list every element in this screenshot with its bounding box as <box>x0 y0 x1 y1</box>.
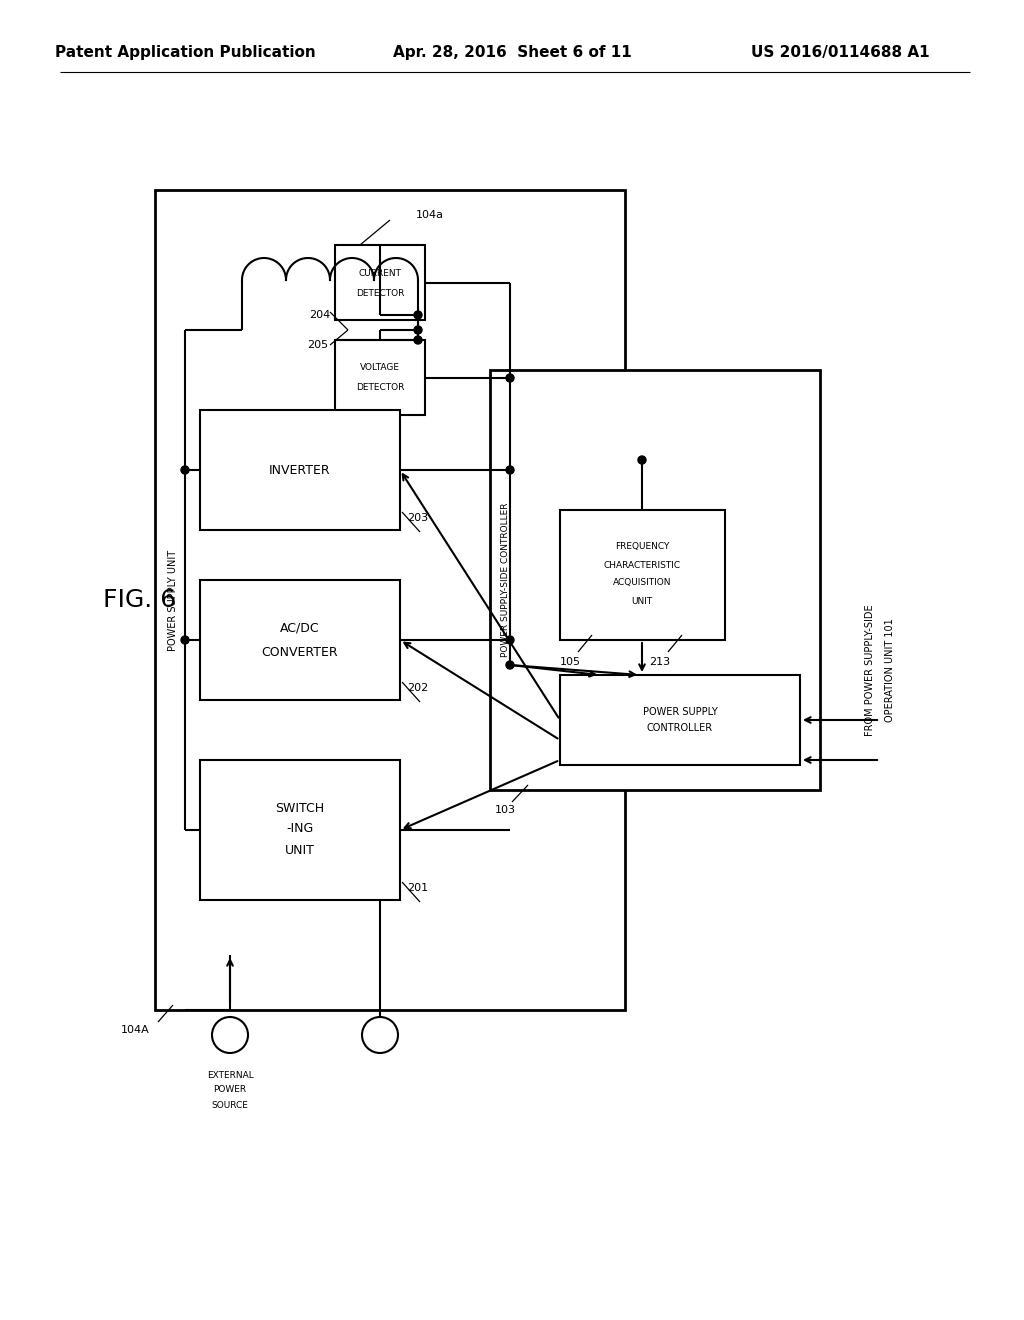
Text: FIG. 6: FIG. 6 <box>103 587 176 612</box>
Text: 103: 103 <box>495 805 515 814</box>
Text: UNIT: UNIT <box>632 597 652 606</box>
Text: 213: 213 <box>649 657 671 667</box>
Bar <box>560 675 800 766</box>
Text: DETECTOR: DETECTOR <box>355 289 404 297</box>
Text: OPERATION UNIT 101: OPERATION UNIT 101 <box>885 618 895 722</box>
Text: 104a: 104a <box>416 210 444 220</box>
Text: US 2016/0114688 A1: US 2016/0114688 A1 <box>751 45 930 59</box>
Text: FREQUENCY: FREQUENCY <box>614 543 670 552</box>
Text: POWER SUPPLY UNIT: POWER SUPPLY UNIT <box>168 549 178 651</box>
Text: SOURCE: SOURCE <box>212 1101 249 1110</box>
Text: Patent Application Publication: Patent Application Publication <box>54 45 315 59</box>
Text: CURRENT: CURRENT <box>358 268 401 277</box>
Text: 104A: 104A <box>121 1026 150 1035</box>
Text: Apr. 28, 2016  Sheet 6 of 11: Apr. 28, 2016 Sheet 6 of 11 <box>392 45 632 59</box>
Text: UNIT: UNIT <box>285 843 315 857</box>
Circle shape <box>506 661 514 669</box>
Circle shape <box>506 374 514 381</box>
Text: 202: 202 <box>408 682 429 693</box>
Text: CHARACTERISTIC: CHARACTERISTIC <box>603 561 681 569</box>
Circle shape <box>506 466 514 474</box>
Text: EXTERNAL: EXTERNAL <box>207 1071 253 1080</box>
Circle shape <box>506 636 514 644</box>
Text: POWER SUPPLY-SIDE CONTROLLER: POWER SUPPLY-SIDE CONTROLLER <box>502 503 511 657</box>
Text: -ING: -ING <box>287 821 313 834</box>
Circle shape <box>181 466 189 474</box>
Text: POWER SUPPLY: POWER SUPPLY <box>643 708 718 717</box>
Circle shape <box>414 337 422 345</box>
Text: POWER: POWER <box>213 1085 247 1094</box>
Text: 201: 201 <box>408 883 429 894</box>
Bar <box>560 510 725 640</box>
Bar <box>490 370 820 789</box>
Text: CONVERTER: CONVERTER <box>262 645 338 659</box>
Bar <box>200 411 400 531</box>
Text: 205: 205 <box>307 341 329 350</box>
Bar <box>335 246 425 319</box>
Bar <box>200 579 400 700</box>
Circle shape <box>638 455 646 465</box>
Circle shape <box>181 636 189 644</box>
Bar <box>155 190 625 1010</box>
Circle shape <box>414 326 422 334</box>
Text: SWITCH: SWITCH <box>275 801 325 814</box>
Text: DETECTOR: DETECTOR <box>355 384 404 392</box>
Text: 105: 105 <box>559 657 581 667</box>
Circle shape <box>414 312 422 319</box>
Text: 203: 203 <box>408 513 429 523</box>
Bar <box>335 341 425 414</box>
Text: AC/DC: AC/DC <box>281 622 319 635</box>
Text: FROM POWER SUPPLY-SIDE: FROM POWER SUPPLY-SIDE <box>865 605 874 735</box>
Text: 204: 204 <box>309 310 331 319</box>
Bar <box>200 760 400 900</box>
Text: ACQUISITION: ACQUISITION <box>612 578 672 587</box>
Text: VOLTAGE: VOLTAGE <box>360 363 400 372</box>
Text: INVERTER: INVERTER <box>269 463 331 477</box>
Text: CONTROLLER: CONTROLLER <box>647 723 713 733</box>
